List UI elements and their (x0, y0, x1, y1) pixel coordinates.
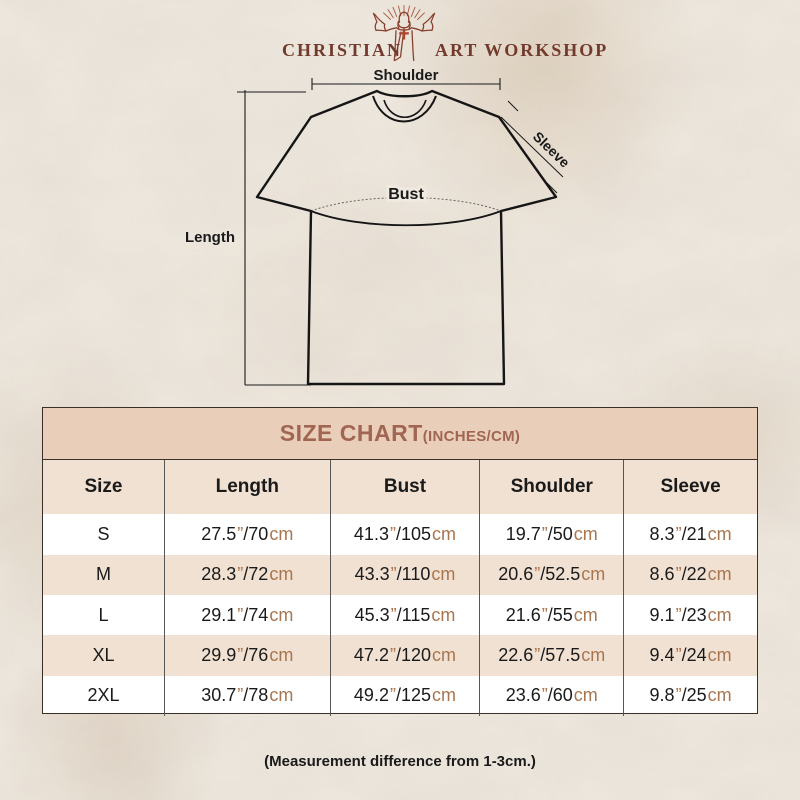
svg-text:Shoulder: Shoulder (373, 67, 438, 84)
svg-text:Sleeve: Sleeve (530, 128, 573, 170)
svg-text:Length: Length (185, 229, 235, 246)
svg-text:Bust: Bust (388, 186, 424, 203)
